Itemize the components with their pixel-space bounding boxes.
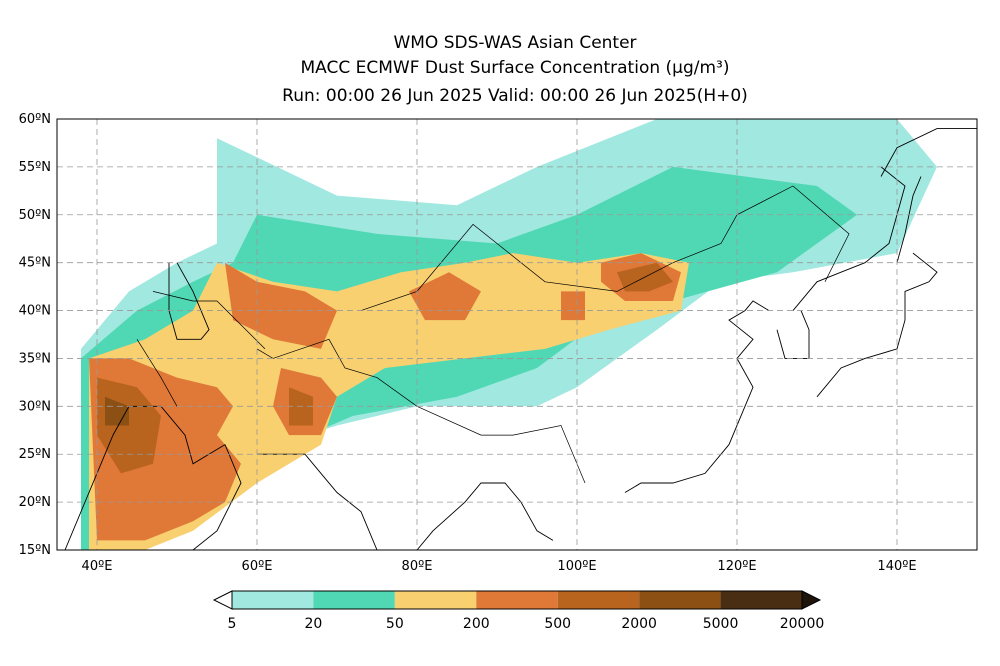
- colorbar-segment: [476, 591, 558, 609]
- colorbar-label: 20: [304, 616, 323, 632]
- longitude-labels: 40ºE 60ºE 80ºE 100ºE 120ºE 140ºE: [82, 559, 917, 574]
- lon-label: 40ºE: [82, 559, 113, 574]
- lat-label: 60ºN: [19, 112, 51, 127]
- colorbar: [212, 590, 822, 610]
- plot-frame: [56, 118, 978, 551]
- dust-region-level-3: [89, 253, 689, 550]
- lat-label: 15ºN: [19, 543, 51, 558]
- dust-region-level-4: [409, 272, 481, 321]
- lat-label: 40ºN: [19, 304, 51, 319]
- colorbar-segment: [232, 591, 314, 609]
- colorbar-label: 5000: [702, 616, 739, 632]
- graticule: [57, 118, 977, 551]
- lat-label: 30ºN: [19, 399, 51, 414]
- lat-label: 35ºN: [19, 351, 51, 366]
- map-subtitle: MACC ECMWF Dust Surface Concentration (μ…: [300, 58, 730, 78]
- lon-label: 100ºE: [557, 559, 596, 574]
- lat-label: 20ºN: [19, 495, 51, 510]
- colorbar-segment: [394, 591, 477, 609]
- run-valid-time: Run: 00:00 26 Jun 2025 Valid: 00:00 26 J…: [282, 86, 748, 106]
- lon-label: 80ºE: [402, 559, 433, 574]
- colorbar-label: 20000: [779, 616, 825, 632]
- lat-label: 45ºN: [19, 256, 51, 271]
- colorbar-max-arrow: [801, 590, 822, 610]
- colorbar-label: 500: [544, 616, 572, 632]
- colorbar-segment: [720, 591, 802, 609]
- colorbar-segment: [639, 591, 721, 609]
- colorbar-label: 50: [385, 616, 404, 632]
- lat-label: 25ºN: [19, 447, 51, 462]
- lon-label: 140ºE: [877, 559, 916, 574]
- dust-region-level-4: [561, 291, 585, 321]
- dust-region-level-4: [225, 262, 337, 349]
- colorbar-segment: [313, 591, 395, 609]
- dust-region-level-6: [105, 396, 129, 426]
- colorbar-label: 5: [227, 616, 237, 632]
- lat-label: 55ºN: [19, 160, 51, 175]
- lon-label: 120ºE: [717, 559, 756, 574]
- colorbar-label: 2000: [621, 616, 657, 632]
- colorbar-min-arrow: [212, 590, 233, 610]
- lat-label: 50ºN: [19, 208, 51, 223]
- colorbar-label: 200: [462, 616, 490, 632]
- latitude-labels: 60ºN 55ºN 50ºN 45ºN 40ºN 35ºN 30ºN 25ºN 20ºN 15ºN: [19, 112, 51, 558]
- lon-label: 60ºE: [242, 559, 273, 574]
- map-title: WMO SDS-WAS Asian Center: [393, 33, 637, 53]
- colorbar-segment: [557, 591, 640, 609]
